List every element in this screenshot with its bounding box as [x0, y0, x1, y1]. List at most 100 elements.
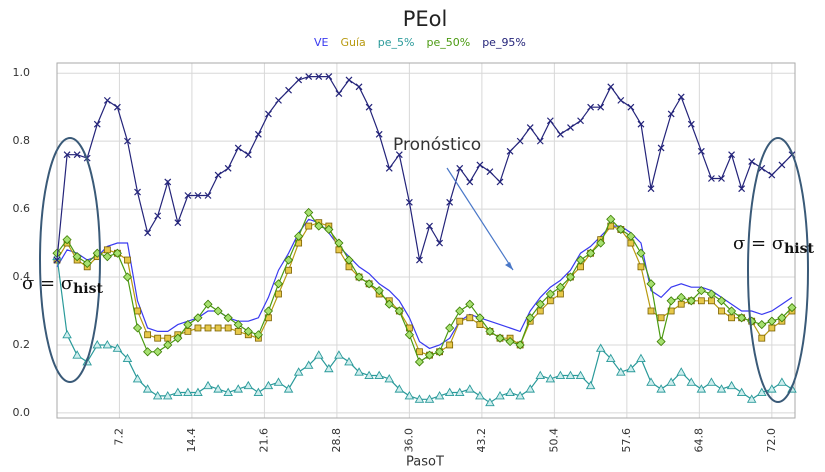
- data-point: [466, 314, 474, 322]
- data-point: [496, 178, 504, 186]
- data-point: [154, 212, 162, 220]
- data-point: [164, 334, 172, 342]
- data-point: [284, 255, 294, 265]
- data-point: [697, 297, 705, 305]
- data-point: [335, 246, 343, 254]
- data-point: [294, 231, 304, 241]
- data-point: [93, 120, 101, 128]
- data-point: [696, 384, 707, 393]
- x-tick-label: 50.4: [547, 428, 560, 453]
- data-point: [444, 387, 455, 396]
- data-point: [134, 307, 141, 315]
- data-point: [536, 307, 544, 315]
- data-point: [446, 198, 454, 206]
- data-point: [102, 252, 112, 262]
- data-point: [466, 178, 474, 186]
- data-point: [424, 394, 435, 403]
- data-point: [777, 377, 787, 386]
- data-point: [545, 289, 555, 299]
- data-point: [394, 384, 405, 393]
- data-point: [335, 90, 343, 97]
- data-point: [555, 282, 565, 292]
- annotation: Pronóstico: [393, 135, 481, 155]
- data-point: [303, 360, 314, 369]
- data-point: [646, 279, 656, 289]
- data-point: [72, 252, 82, 262]
- data-point: [616, 367, 626, 376]
- x-tick-label: 57.6: [620, 428, 633, 453]
- data-point: [72, 350, 82, 359]
- data-point: [667, 110, 675, 118]
- data-point: [626, 363, 636, 373]
- data-point: [203, 299, 213, 309]
- data-point: [716, 296, 727, 306]
- data-point: [313, 350, 324, 359]
- data-point: [164, 178, 172, 186]
- data-point: [184, 327, 192, 335]
- data-point: [183, 387, 193, 396]
- data-point: [716, 384, 727, 393]
- data-point: [465, 384, 475, 393]
- data-point: [233, 384, 244, 393]
- data-point: [124, 137, 131, 145]
- data-point: [263, 306, 273, 316]
- data-point: [728, 314, 735, 322]
- data-point: [253, 387, 264, 396]
- data-point: [154, 334, 162, 342]
- data-point: [556, 130, 564, 138]
- x-tick-label: 36.0: [402, 428, 415, 453]
- data-point: [193, 313, 203, 323]
- highlight-ellipse: [747, 137, 809, 403]
- data-point: [134, 188, 141, 196]
- data-point: [657, 314, 665, 322]
- series-line: [56, 218, 793, 350]
- x-tick-label: 28.8: [330, 428, 343, 453]
- data-point: [676, 367, 687, 376]
- data-point: [706, 289, 716, 299]
- data-point: [183, 320, 193, 330]
- data-point: [687, 120, 695, 128]
- data-point: [325, 73, 333, 81]
- data-point: [124, 256, 131, 264]
- data-point: [364, 370, 374, 379]
- data-point: [405, 198, 413, 206]
- data-point: [727, 306, 737, 316]
- data-point: [375, 130, 383, 138]
- data-point: [575, 255, 586, 265]
- data-point: [627, 103, 635, 111]
- data-point: [657, 144, 665, 152]
- legend-entry: pe_95%: [482, 36, 526, 49]
- data-point: [194, 192, 202, 199]
- data-point: [234, 144, 242, 152]
- data-point: [436, 239, 444, 247]
- data-point: [253, 330, 263, 340]
- data-point: [424, 350, 435, 360]
- x-tick-label: 72.0: [765, 428, 778, 453]
- data-point: [285, 266, 292, 274]
- data-point: [456, 317, 464, 325]
- data-point: [204, 192, 212, 199]
- data-point: [144, 229, 152, 237]
- data-point: [465, 299, 475, 309]
- data-point: [767, 316, 777, 326]
- data-point: [345, 76, 353, 84]
- data-point: [696, 286, 706, 296]
- data-point: [334, 238, 344, 248]
- data-point: [697, 147, 705, 155]
- data-point: [736, 387, 747, 396]
- data-point: [545, 374, 556, 383]
- data-point: [404, 391, 415, 400]
- data-point: [224, 324, 232, 332]
- x-tick-label: 21.6: [257, 428, 270, 453]
- data-point: [676, 292, 686, 302]
- annotation: σ = σhist: [733, 233, 814, 257]
- data-point: [768, 171, 776, 179]
- data-point: [718, 175, 725, 182]
- data-point: [475, 391, 485, 400]
- data-point: [263, 380, 274, 390]
- data-point: [567, 124, 574, 131]
- plot-frame: [56, 62, 796, 419]
- data-point: [526, 124, 534, 131]
- data-point: [535, 299, 545, 309]
- data-point: [344, 255, 354, 265]
